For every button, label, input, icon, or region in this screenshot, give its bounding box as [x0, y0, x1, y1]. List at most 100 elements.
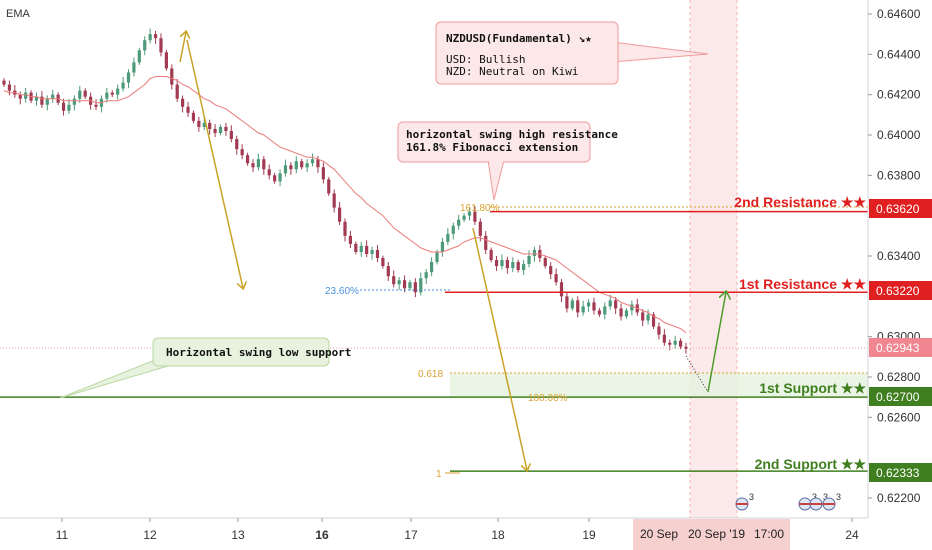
candle-body	[473, 211, 477, 222]
candle-body	[651, 314, 656, 327]
candle-body	[646, 314, 650, 321]
time-tick-label: 13	[231, 528, 245, 542]
candle-body	[359, 245, 363, 252]
candle-body	[619, 308, 623, 317]
candle-body	[641, 312, 645, 321]
candle-body	[116, 88, 120, 95]
candle-body	[457, 219, 461, 226]
candle-body	[7, 84, 12, 91]
event-count-1: 3	[749, 492, 754, 502]
candle-body	[435, 251, 439, 263]
candle-body	[522, 264, 526, 271]
time-label-cursor: 20 Sep '19	[688, 527, 745, 541]
fundamental-callout-joint	[610, 43, 616, 61]
candle-body	[245, 155, 250, 164]
candle-body	[273, 175, 277, 182]
current-price: 0.62943	[876, 341, 920, 355]
candle-body	[657, 326, 661, 335]
resistance-note-line1: horizontal swing high resistance	[406, 128, 618, 141]
candle-body	[381, 258, 385, 267]
r2-price: 0.63620	[876, 202, 920, 216]
fib-1618-label: 161.80%	[460, 203, 500, 214]
candle-body	[673, 340, 677, 345]
candle-body	[267, 169, 271, 176]
candle-body	[283, 165, 288, 174]
candle-body	[327, 179, 331, 194]
event-count-3: 3	[823, 492, 828, 502]
candle-body	[262, 159, 266, 170]
time-tick-label: 11	[56, 528, 69, 542]
s1-price-tag: 0.62700	[869, 387, 932, 406]
candle-body	[181, 98, 185, 107]
candle-body	[218, 126, 223, 133]
candle-body	[121, 82, 125, 89]
candle-body	[191, 112, 196, 121]
candle-body	[440, 241, 445, 252]
time-axis[interactable]	[0, 518, 932, 550]
fib-100-label: 100.00%	[528, 393, 568, 404]
candle-body	[402, 280, 407, 289]
candle-body	[40, 96, 44, 105]
candle-body	[603, 306, 607, 315]
candle-body	[549, 266, 553, 275]
candle-body	[2, 80, 6, 85]
candle-body	[256, 159, 260, 168]
candle-body	[386, 266, 390, 277]
event-count-4: 3	[836, 492, 841, 502]
candle-body	[532, 249, 537, 256]
candle-body	[614, 300, 618, 309]
time-highlight	[633, 519, 790, 550]
candle-body	[67, 104, 71, 111]
candle-body	[630, 304, 634, 311]
candle-body	[527, 256, 531, 265]
fib-236-label: 23.60%	[325, 286, 359, 297]
candle-body	[202, 122, 206, 127]
price-tick-label: 0.62600	[877, 410, 921, 424]
fib-zone	[450, 373, 868, 397]
dip-dotted-path	[685, 355, 709, 393]
candle-body	[72, 98, 76, 105]
candle-body	[278, 173, 282, 182]
candle-body	[83, 90, 87, 97]
s2-price: 0.62333	[876, 466, 920, 480]
time-tick-label: 16	[315, 528, 329, 542]
candle-body	[294, 161, 298, 170]
candle-body	[61, 102, 66, 111]
ema-line	[3, 76, 687, 334]
candle-body	[305, 163, 309, 168]
candle-body	[186, 106, 190, 113]
price-tick-label: 0.63800	[877, 168, 921, 182]
candle-body	[516, 262, 520, 271]
candle-body	[105, 92, 109, 99]
time-tick-label: 17	[404, 528, 418, 542]
time-label-end: 17:00	[754, 527, 784, 541]
candle-body	[494, 260, 499, 267]
drop-arrow-right	[472, 227, 527, 470]
r1-label: 1st Resistance ★★	[739, 276, 866, 292]
price-axis-ticks: 0.64600 0.64400 0.64200 0.64000 0.63800 0.634…	[868, 7, 921, 505]
plot-area[interactable]	[0, 0, 868, 518]
s1-price: 0.62700	[876, 390, 920, 404]
candle-body	[34, 96, 39, 101]
candle-body	[478, 221, 482, 236]
indicator-label[interactable]: EMA	[6, 8, 31, 20]
candle-body	[467, 211, 472, 216]
price-tick-label: 0.63400	[877, 249, 921, 263]
support-note: Horizontal swing low support	[166, 346, 351, 359]
candle-body	[110, 92, 114, 95]
candle-body	[570, 300, 574, 309]
candle-body	[397, 280, 401, 285]
candle-body	[500, 260, 504, 267]
fundamental-nzd: NZD: Neutral on Kiwi	[446, 65, 578, 78]
candle-body	[505, 260, 509, 269]
candle-body	[300, 161, 304, 168]
support-callout	[152, 337, 330, 367]
candle-body	[430, 262, 434, 273]
candle-body	[175, 84, 179, 99]
candle-body	[543, 258, 547, 267]
candle-body	[451, 225, 455, 234]
candle-body	[51, 94, 55, 99]
price-axis[interactable]	[868, 0, 932, 518]
s2-label: 2nd Support ★★	[755, 456, 867, 472]
